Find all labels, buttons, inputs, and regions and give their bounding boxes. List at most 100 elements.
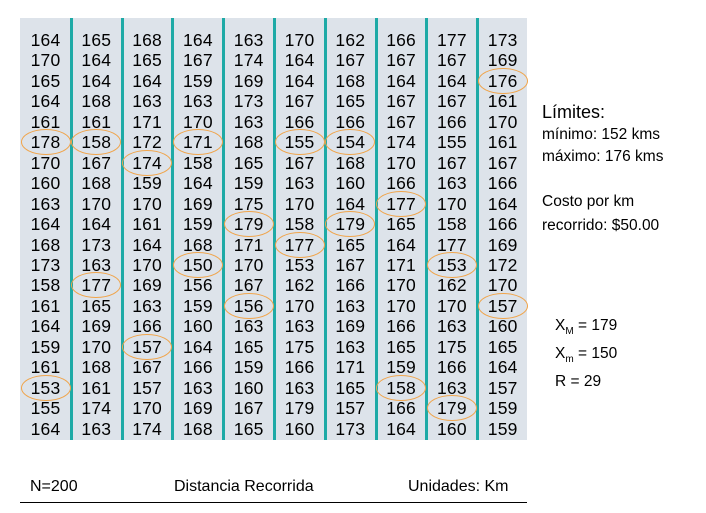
table-cell: 170 — [284, 193, 315, 214]
table-cell: 173 — [233, 91, 264, 112]
table-cell: 166 — [335, 275, 366, 296]
table-cell: 164 — [30, 418, 61, 439]
cost-line-2: recorrido: $50.00 — [542, 217, 660, 234]
highlight-circle — [71, 129, 122, 156]
limit-min: mínimo: 152 kms — [542, 126, 661, 143]
table-cell: 167 — [233, 398, 264, 419]
table-cell: 164 — [386, 234, 416, 255]
table-cell: 167 — [386, 50, 416, 71]
table-cell: 168 — [335, 70, 366, 91]
table-cell: 165 — [132, 50, 162, 71]
table-cell: 167 — [81, 152, 112, 173]
footer-title: Distancia Recorrida — [174, 478, 314, 495]
table-cell: 163 — [335, 336, 366, 357]
table-cell: 163 — [284, 173, 315, 194]
column-separator — [69, 18, 73, 440]
table-cell: 166 — [487, 173, 518, 194]
table-cell: 170 — [487, 275, 518, 296]
table-cell: 164 — [436, 70, 467, 91]
table-cell: 164 — [386, 70, 416, 91]
table-cell: 175 — [233, 193, 264, 214]
table-cell: 170 — [436, 193, 467, 214]
table-cell: 163 — [182, 377, 213, 398]
table-cell: 159 — [487, 418, 518, 439]
table-cell: 174 — [386, 132, 416, 153]
xmax-value: = 179 — [573, 317, 618, 334]
table-cell: 156 — [182, 275, 213, 296]
table-cell: 160 — [335, 173, 366, 194]
table-cell: 167 — [132, 357, 162, 378]
table-cell: 163 — [81, 418, 112, 439]
table-cell: 173 — [81, 234, 112, 255]
limits-title: Límites: — [542, 102, 606, 122]
table-cell: 166 — [335, 111, 366, 132]
table-cell: 155 — [30, 398, 61, 419]
table-cell: 164 — [132, 70, 162, 91]
table-cell: 167 — [284, 91, 315, 112]
table-cell: 175 — [284, 336, 315, 357]
table-cell: 161 — [30, 111, 61, 132]
table-cell: 165 — [487, 336, 518, 357]
table-cell: 167 — [182, 50, 213, 71]
table-cell: 163 — [284, 316, 315, 337]
table-cell: 161 — [487, 132, 518, 153]
table-cell: 165 — [81, 295, 112, 316]
limit-max: máximo: 176 kms — [542, 148, 664, 165]
table-cell: 164 — [182, 173, 213, 194]
table-cell: 172 — [132, 132, 162, 153]
table-cell: 171 — [233, 234, 264, 255]
table-cell: 166 — [487, 214, 518, 235]
data-table: 164 165 168 164 163 170 162 166 177 173 170 164 165 1… — [20, 18, 528, 440]
highlight-circle — [426, 251, 477, 278]
table-cell: 169 — [335, 316, 366, 337]
column-separator — [374, 18, 378, 440]
table-cell: 171 — [335, 357, 366, 378]
table-cell: 170 — [182, 111, 213, 132]
highlight-circle — [477, 292, 528, 319]
stat-xmin: Xm = 150 — [555, 343, 617, 371]
table-cell: 164 — [284, 50, 315, 71]
table-cell: 159 — [386, 357, 416, 378]
table-cell: 161 — [132, 214, 162, 235]
table-cell: 173 — [487, 30, 518, 50]
table-cell: 160 — [487, 316, 518, 337]
table-cell: 162 — [436, 275, 467, 296]
column-separator — [222, 18, 226, 440]
table-cell: 167 — [284, 152, 315, 173]
table-cell: 167 — [335, 254, 366, 275]
table-cell: 163 — [284, 377, 315, 398]
table-cell: 166 — [386, 30, 416, 50]
table-cell: 159 — [132, 173, 162, 194]
table-cell: 164 — [284, 70, 315, 91]
table-cell: 166 — [284, 357, 315, 378]
table-cell: 168 — [81, 173, 112, 194]
table-cell: 170 — [132, 254, 162, 275]
table-cell: 166 — [386, 316, 416, 337]
table-cell: 165 — [335, 91, 366, 112]
table-cell: 170 — [132, 193, 162, 214]
table-cell: 168 — [335, 152, 366, 173]
table-cell: 170 — [284, 295, 315, 316]
highlight-circle — [122, 149, 173, 176]
table-cell: 163 — [132, 295, 162, 316]
xmax-subscript: M — [565, 326, 574, 338]
table-cell: 169 — [487, 50, 518, 71]
table-cell: 164 — [182, 336, 213, 357]
highlight-circle — [172, 251, 223, 278]
table-cell: 168 — [81, 357, 112, 378]
table-cell: 165 — [233, 152, 264, 173]
footer-bar: N=200 Distancia Recorrida Unidades: Km — [20, 476, 527, 503]
column-separator — [323, 18, 327, 440]
table-cell: 164 — [30, 91, 61, 112]
table-cell: 166 — [436, 357, 467, 378]
table-cell: 157 — [335, 398, 366, 419]
table-cell: 158 — [182, 152, 213, 173]
table-cell: 172 — [487, 254, 518, 275]
table-cell: 163 — [335, 295, 366, 316]
highlight-circle — [20, 374, 71, 401]
table-cell: 160 — [284, 418, 315, 439]
table-cell: 165 — [335, 377, 366, 398]
table-cell: 169 — [233, 70, 264, 91]
table-cell: 169 — [182, 398, 213, 419]
table-cell: 159 — [182, 70, 213, 91]
